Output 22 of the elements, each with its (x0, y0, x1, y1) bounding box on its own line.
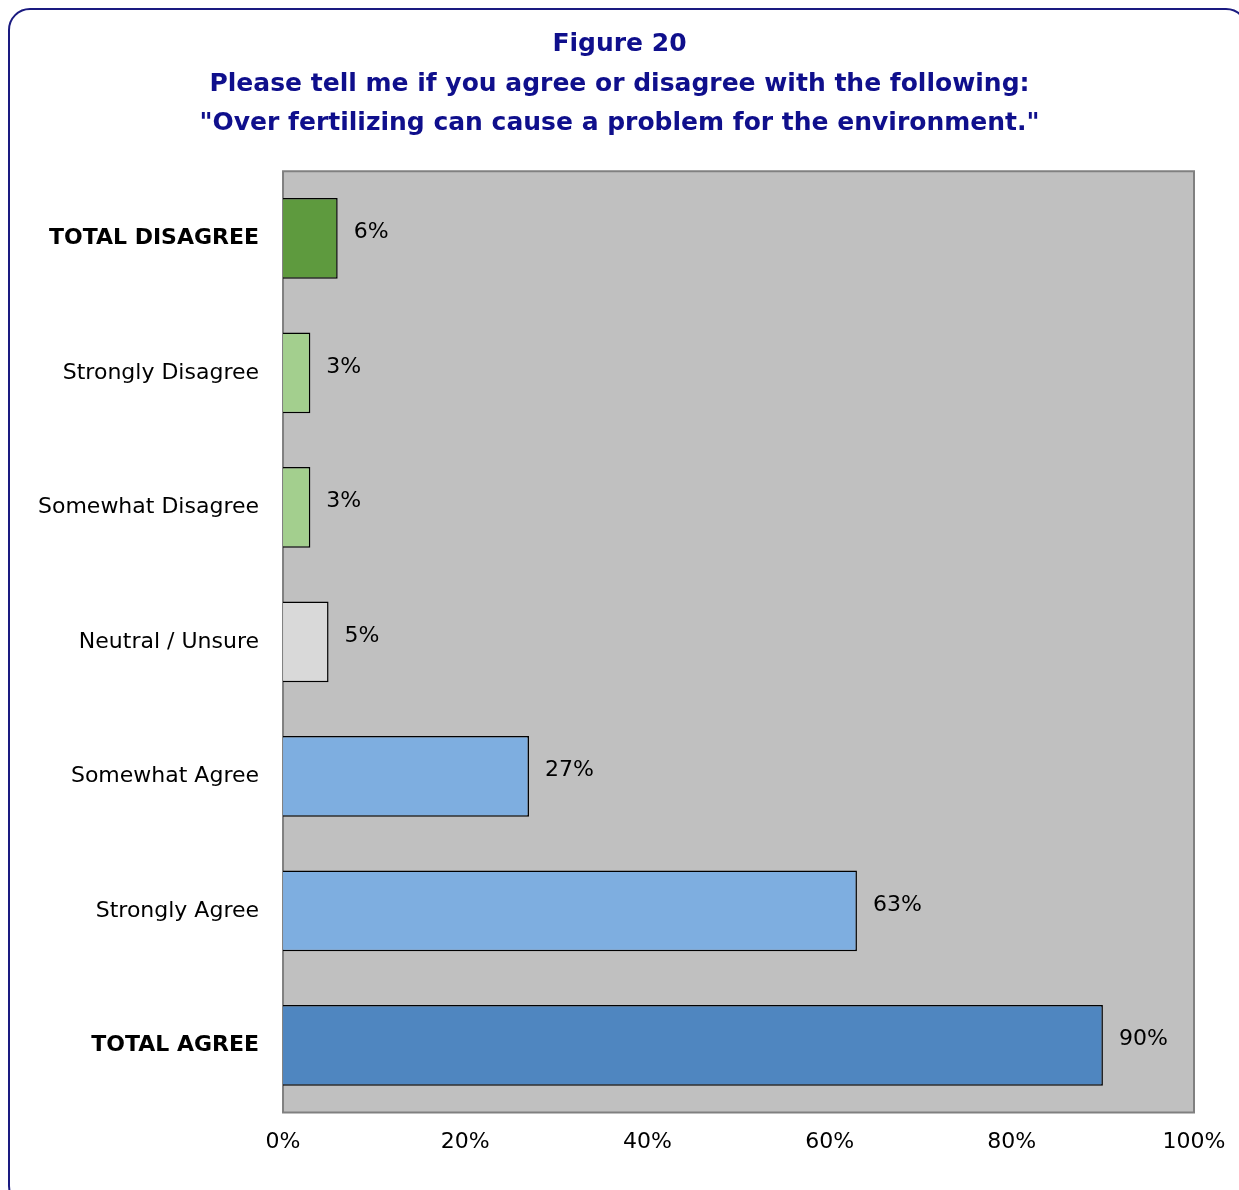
y-tick-label: Somewhat Disagree (37, 493, 260, 519)
y-tick-label: Neutral / Unsure (78, 627, 260, 653)
y-tick-label: TOTAL DISAGREE (48, 224, 260, 250)
x-tick-label: 40% (622, 1127, 672, 1153)
data-label: 3% (326, 352, 362, 378)
x-tick-label: 0% (265, 1127, 301, 1153)
chart-title: Figure 20 (551, 28, 688, 57)
y-tick-label: TOTAL AGREE (91, 1031, 260, 1057)
data-label: 63% (872, 890, 922, 916)
chart-subtitle: Please tell me if you agree or disagree with the following: "Over fertilizing can cause a problem for the environment." (198, 67, 1041, 138)
y-tick-label: Somewhat Agree (70, 762, 260, 788)
x-tick-label: 100% (1162, 1127, 1226, 1153)
data-label: 27% (544, 756, 594, 782)
x-tick-label: 80% (987, 1127, 1037, 1153)
data-label: 6% (353, 218, 389, 244)
x-tick-label: 20% (440, 1127, 490, 1153)
y-tick-label: Strongly Disagree (62, 358, 260, 384)
x-tick-label: 60% (805, 1127, 855, 1153)
data-label: 5% (344, 621, 380, 647)
data-label: 90% (1118, 1025, 1168, 1051)
y-tick-label: Strongly Agree (95, 896, 260, 922)
data-label: 3% (326, 487, 362, 513)
